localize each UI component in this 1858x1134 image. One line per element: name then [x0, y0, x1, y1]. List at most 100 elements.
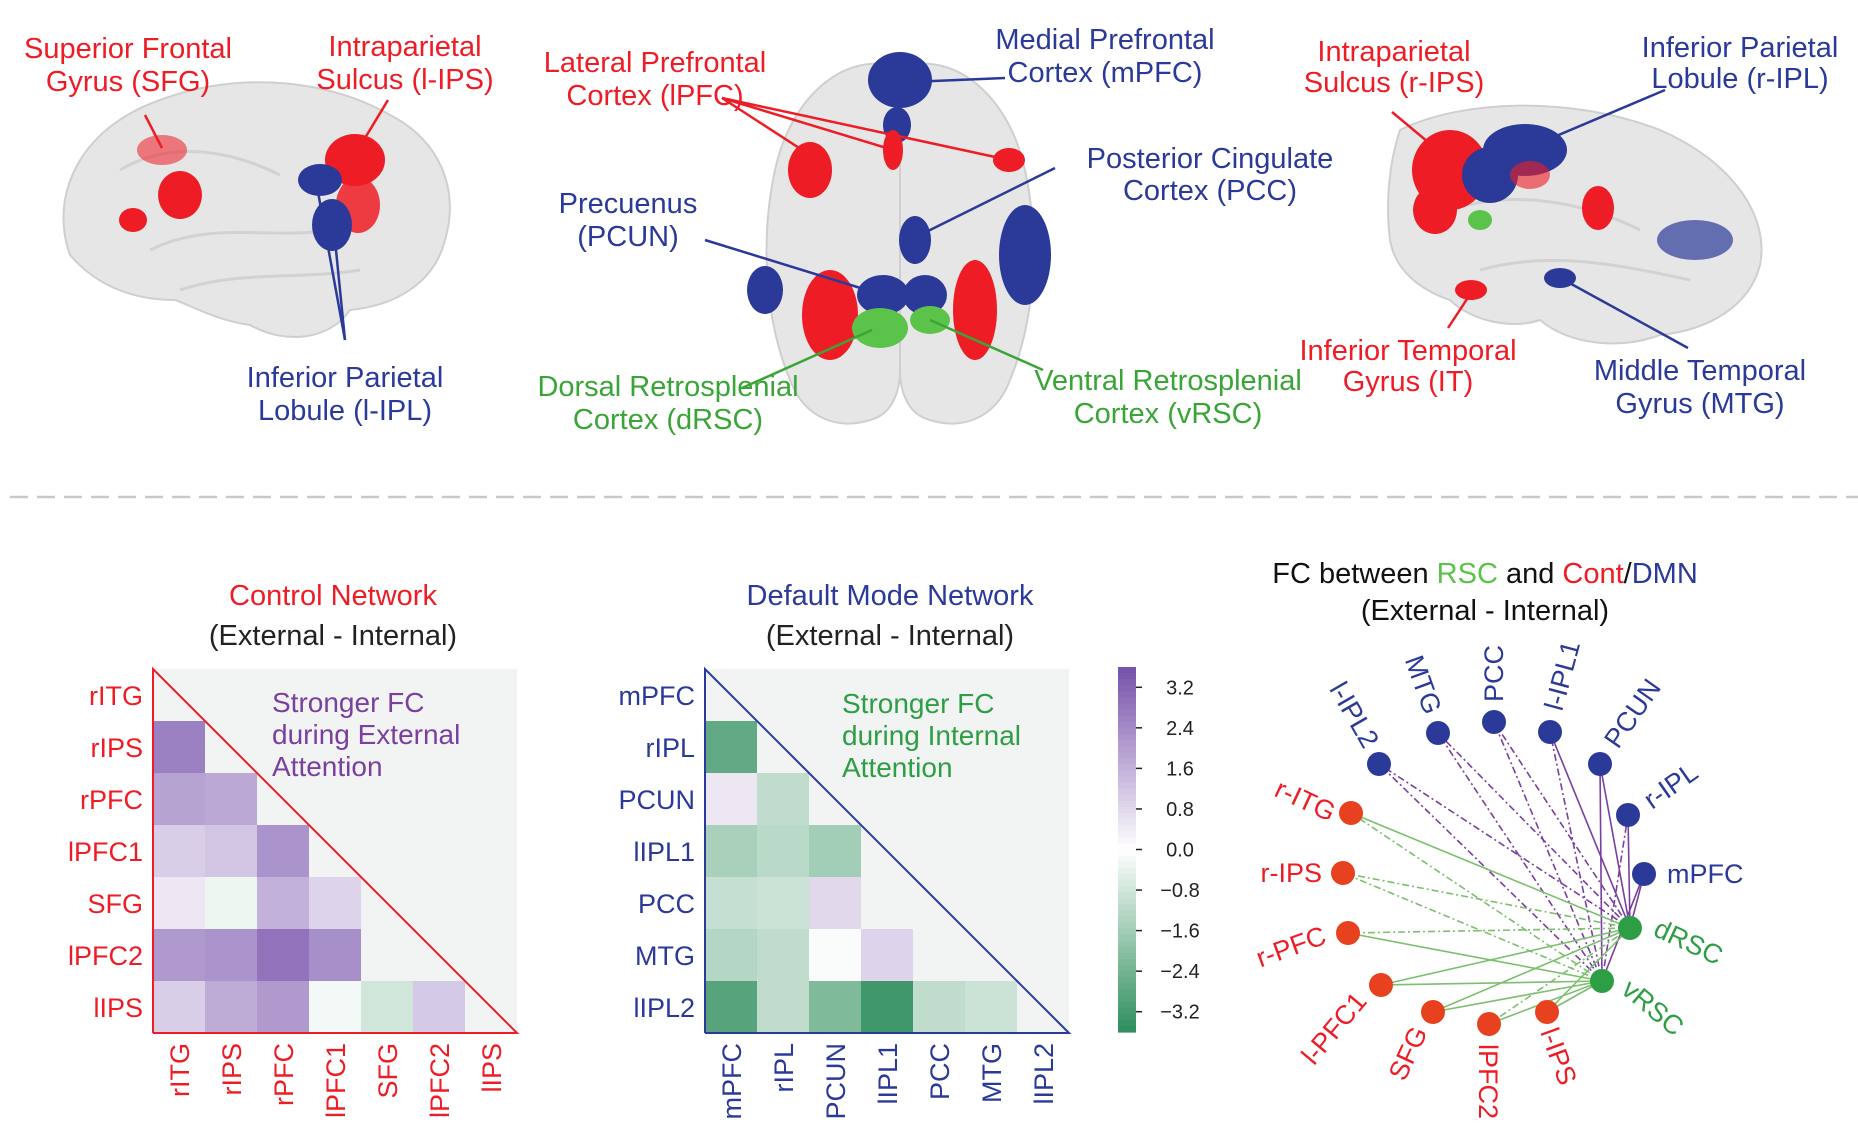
colorbar-tick-label: 3.2: [1166, 677, 1194, 699]
colorbar-segment: [1118, 898, 1136, 905]
vrsc-label-2: Cortex (vRSC): [1074, 398, 1263, 430]
edge-drsc-sfg: [1432, 927, 1631, 1013]
colorbar-segment: [1118, 825, 1136, 832]
colorbar-segment: [1118, 691, 1136, 699]
edge-vrsc-rpfc: [1347, 932, 1603, 982]
colorbar-segment: [1118, 800, 1136, 808]
mtg-label-1: Middle Temporal: [1594, 355, 1806, 387]
label-lipl2: l-IPL2: [1324, 677, 1385, 753]
edge-drsc-rips: [1342, 872, 1631, 929]
lipl-region: [298, 164, 342, 196]
ripl-label-1: Inferior Parietal: [1642, 32, 1839, 64]
colorbar-tick-label: 0.0: [1166, 840, 1194, 862]
dmn-cell-lIPL2-lIPL1: [861, 981, 913, 1033]
center-brain: Lateral Prefrontal Cortex (lPFC) Medial …: [537, 24, 1333, 436]
sfg-region-3: [119, 208, 147, 232]
title-part-slash: /: [1624, 558, 1633, 590]
dmn-cell-PCC-rIPL: [757, 877, 809, 929]
node-labels: l-IPL2 MTG PCC l-IPL1 PCUN r-IPL mPFC r-…: [1252, 638, 1743, 1119]
red-spot-right: [1582, 186, 1614, 230]
control-cell-lPFC1-rITG: [153, 825, 205, 877]
edge-drsc-mtg: [1437, 732, 1631, 929]
colorbar-segment: [1118, 849, 1136, 857]
dmn-cell-PCUN-mPFC: [705, 773, 757, 825]
dmn-col-label: lIPL2: [1029, 1043, 1059, 1105]
left-brain: Superior Frontal Gyrus (SFG) Intrapariet…: [24, 31, 494, 427]
lips-label-2: Sulcus (l-IPS): [316, 64, 493, 96]
node-lips: [1535, 1000, 1559, 1024]
dmn-col-label: mPFC: [717, 1043, 747, 1120]
title-part-cont: Cont: [1562, 558, 1623, 590]
dmn-cell-lIPL2-rIPL: [757, 981, 809, 1033]
vrsc-label-1: Ventral Retrosplenial: [1034, 365, 1302, 397]
label-pcc: PCC: [1479, 645, 1509, 702]
dmn-col-label: lIPL1: [873, 1043, 903, 1105]
dmn-annotation-1: Stronger FC: [842, 688, 995, 719]
connectivity-title: FC between RSC and Cont/DMN: [1272, 558, 1698, 590]
colorbar-segment: [1118, 952, 1136, 960]
edge-drsc-pcun: [1599, 763, 1631, 929]
control-cell-lPFC2-rPFC: [257, 929, 309, 981]
mtg-region: [1657, 220, 1733, 260]
pcc-region: [899, 216, 931, 264]
colorbar-segment: [1118, 910, 1136, 918]
dmn-cell-MTG-lIPL1: [861, 929, 913, 981]
control-col-label: rITG: [165, 1043, 195, 1097]
control-cell-SFG-lPFC1: [309, 877, 361, 929]
colorbar-segment: [1118, 873, 1136, 881]
colorbar-segment: [1118, 697, 1136, 705]
mpfc-label-2: Cortex (mPFC): [1008, 57, 1203, 89]
control-cell-SFG-rITG: [153, 877, 205, 929]
colorbar-segment: [1118, 703, 1136, 711]
colorbar-segment: [1118, 685, 1136, 692]
label-ritg: r-ITG: [1270, 774, 1340, 828]
colorbar: 3.2 2.4 1.6 0.8 0.0 −0.8 −1.6 −2.4 −3.2: [1118, 667, 1200, 1033]
edge-vrsc-sfg: [1432, 980, 1603, 1013]
control-cell-lPFC1-rIPS: [205, 825, 257, 877]
control-nodes: [1331, 801, 1559, 1036]
colorbar-tick-label: −2.4: [1160, 961, 1199, 983]
lipl-region-2: [312, 199, 352, 251]
colorbar-segment: [1118, 971, 1136, 978]
dmn-cell-PCC-PCUN: [809, 877, 861, 929]
control-annotation-1: Stronger FC: [272, 687, 425, 718]
colorbar-segment: [1118, 831, 1136, 838]
node-lipl1: [1538, 720, 1562, 744]
label-pcun: PCUN: [1598, 674, 1666, 754]
brain-panel: Superior Frontal Gyrus (SFG) Intrapariet…: [24, 24, 1838, 436]
colorbar-segment: [1118, 733, 1136, 741]
control-cell-rPFC-rITG: [153, 773, 205, 825]
control-cell-rIPS-rITG: [153, 721, 205, 773]
control-title: Control Network: [229, 580, 437, 612]
colorbar-segment: [1118, 879, 1136, 887]
colorbar-segment: [1118, 819, 1136, 826]
dmn-cell-lIPL1-mPFC: [705, 825, 757, 877]
dmn-row-label: rIPL: [645, 733, 695, 763]
control-annotation-2: during External: [272, 719, 460, 750]
dmn-col-label: rIPL: [769, 1043, 799, 1093]
label-drsc: dRSC: [1649, 913, 1727, 971]
colorbar-segment: [1118, 788, 1136, 796]
node-rpfc: [1336, 921, 1360, 945]
ips-left-region: [802, 270, 858, 360]
colorbar-segment: [1118, 928, 1136, 936]
title-part-rsc: RSC: [1437, 558, 1498, 590]
edge-vrsc-pcc: [1493, 721, 1603, 982]
pcun-label-1: Precuenus: [559, 188, 698, 220]
mpfc-region: [868, 52, 932, 108]
colorbar-segment: [1118, 983, 1136, 991]
colorbar-segment: [1118, 886, 1136, 893]
colorbar-segment: [1118, 1013, 1136, 1021]
control-cell-lPFC2-rIPS: [205, 929, 257, 981]
colorbar-tick-label: −3.2: [1160, 1002, 1199, 1024]
node-lpfc2: [1477, 1012, 1501, 1036]
dmn-cell-rIPL-mPFC: [705, 721, 757, 773]
colorbar-segment: [1118, 1025, 1136, 1033]
control-cell-lPFC2-lPFC1: [309, 929, 361, 981]
lips-region: [325, 134, 385, 186]
node-ripl: [1616, 803, 1640, 827]
control-cell-lIPS-lPFC1: [309, 981, 361, 1033]
colorbar-segment: [1118, 806, 1136, 814]
control-cell-lIPS-lPFC2: [413, 981, 465, 1033]
dmn-cell-lIPL1-PCUN: [809, 825, 861, 877]
